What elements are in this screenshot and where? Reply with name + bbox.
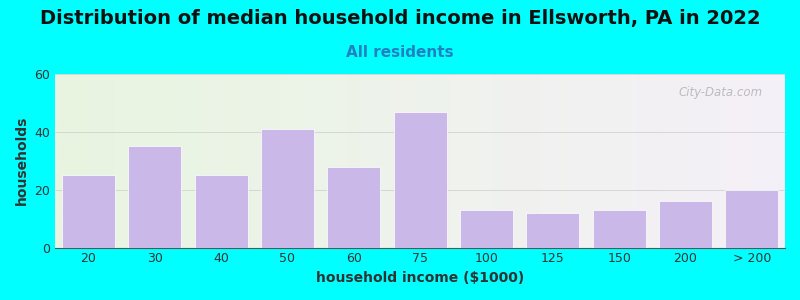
Bar — [194, 175, 248, 248]
Bar — [394, 112, 446, 247]
Bar — [726, 190, 778, 247]
Bar — [593, 210, 646, 248]
Bar — [460, 210, 513, 248]
Text: All residents: All residents — [346, 45, 454, 60]
Text: City-Data.com: City-Data.com — [679, 86, 763, 99]
Bar — [659, 201, 712, 248]
Bar — [526, 213, 579, 248]
Text: Distribution of median household income in Ellsworth, PA in 2022: Distribution of median household income … — [40, 9, 760, 28]
Bar — [128, 146, 182, 248]
Bar — [261, 129, 314, 248]
Bar — [62, 175, 115, 248]
Y-axis label: households: households — [15, 116, 29, 206]
Bar — [327, 167, 380, 248]
X-axis label: household income ($1000): household income ($1000) — [316, 271, 524, 285]
